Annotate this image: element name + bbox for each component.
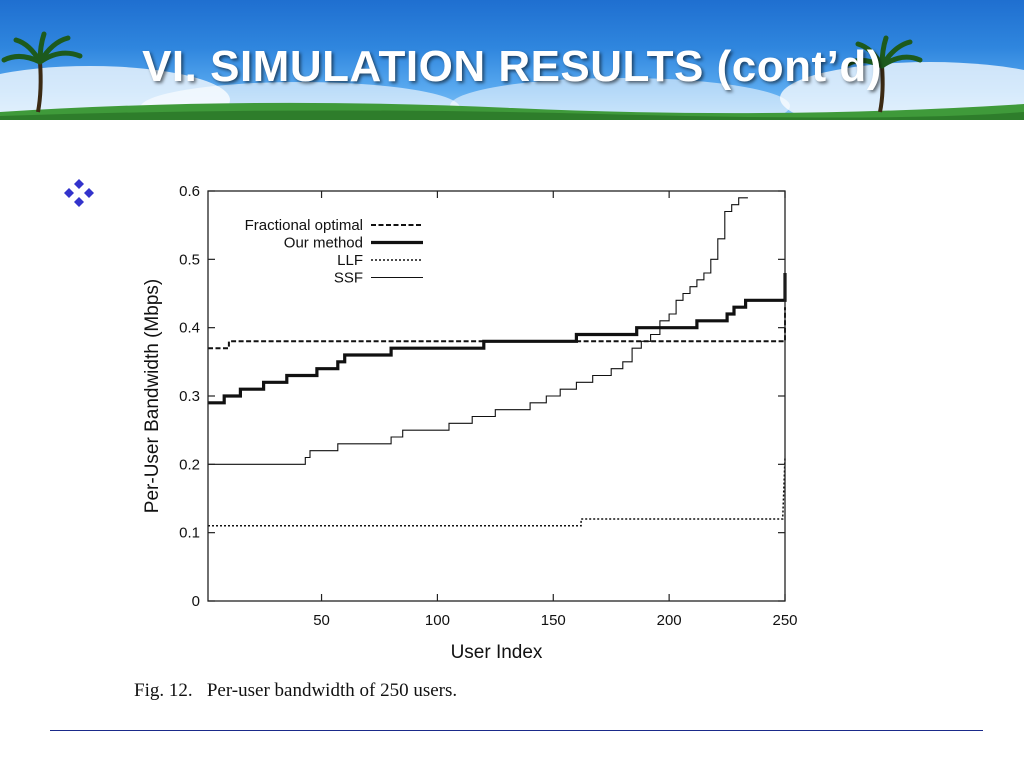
series-line-our-method <box>208 273 787 405</box>
legend-label: SSF <box>334 270 363 287</box>
series-line-llf <box>208 457 786 527</box>
figure-caption: Fig. 12. Per-user bandwidth of 250 users… <box>134 680 458 701</box>
x-tick-label: 200 <box>657 612 682 629</box>
y-tick-label: 0.4 <box>179 320 200 337</box>
y-tick-label: 0.6 <box>179 183 200 200</box>
x-tick-label: 250 <box>772 612 797 629</box>
legend-label: LLF <box>337 252 363 269</box>
legend-label: Fractional optimal <box>245 217 363 234</box>
y-tick-label: 0.5 <box>179 251 200 268</box>
y-tick-label: 0.1 <box>179 525 200 542</box>
palm-tree-icon <box>845 35 923 113</box>
x-tick-label: 150 <box>541 612 566 629</box>
x-tick-label: 100 <box>425 612 450 629</box>
slide-title: VI. SIMULATION RESULTS (cont’d) <box>142 42 882 91</box>
footer-divider <box>50 730 983 731</box>
palm-tree-icon <box>1 31 83 113</box>
x-tick-label: 50 <box>313 612 330 629</box>
sky-palm-banner-art <box>0 31 1024 120</box>
axis-ticks: 50 100 150 200 250 0 0.1 0.2 0.3 0.4 0.5 0.6 <box>179 183 797 629</box>
bandwidth-chart: 50 100 150 200 250 0 0.1 0.2 0.3 0.4 0.5 0.6 User I… <box>142 183 798 663</box>
y-tick-label: 0 <box>192 593 200 610</box>
plot-frame <box>207 190 786 602</box>
four-diamond-bullet-icon <box>64 179 94 207</box>
y-tick-label: 0.2 <box>179 456 200 473</box>
x-axis-label: User Index <box>451 642 543 663</box>
y-axis-label: Per-User Bandwidth (Mbps) <box>142 279 163 513</box>
y-tick-label: 0.3 <box>179 388 200 405</box>
legend-label: Our method <box>284 235 363 252</box>
series-line-ssf <box>208 197 748 465</box>
title-banner: VI. SIMULATION RESULTS (cont’d) <box>0 0 1024 120</box>
